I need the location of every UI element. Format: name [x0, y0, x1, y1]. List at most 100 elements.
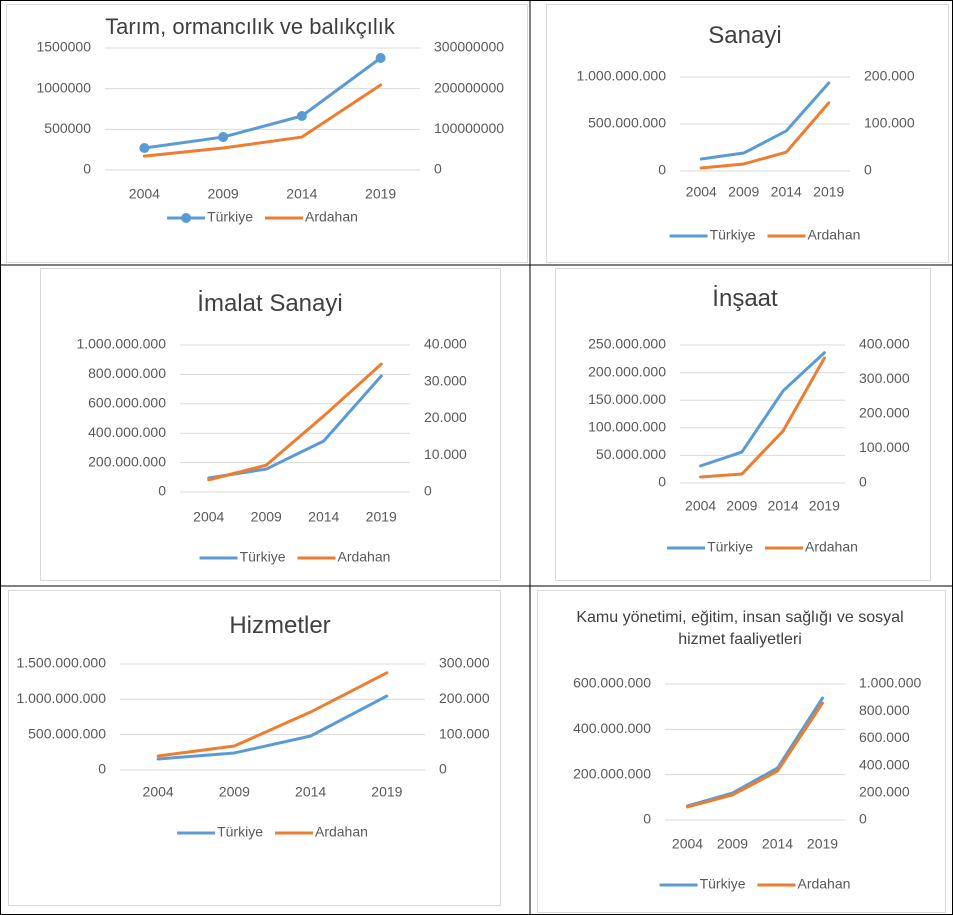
y2-tick-label: 300.000 [439, 655, 490, 671]
y-tick-label: 1.000.000.000 [16, 690, 106, 706]
y-tick-label: 250.000.000 [588, 336, 666, 352]
y2-tick-label: 200.000 [859, 405, 910, 421]
y-tick-label: 50.000.000 [596, 446, 666, 462]
y-tick-label: 1000000 [36, 79, 91, 95]
x-tick-label: 2009 [251, 509, 282, 525]
x-tick-label: 2009 [219, 784, 250, 800]
y2-tick-label: 0 [864, 162, 872, 178]
legend-label: Türkiye [217, 824, 263, 840]
legend-label: Türkiye [700, 876, 746, 892]
y2-tick-label: 300.000 [859, 370, 910, 386]
data-line [156, 694, 389, 761]
y2-tick-label: 0 [424, 483, 432, 499]
data-line [699, 351, 826, 468]
y2-tick-label: 800.000 [859, 702, 910, 718]
y2-tick-label: 200.000 [859, 784, 910, 800]
legend-label: Ardahan [315, 824, 368, 840]
y2-tick-label: 200.000 [439, 690, 490, 706]
y-tick-label: 0 [83, 161, 91, 177]
y2-tick-label: 40.000 [424, 336, 467, 352]
y2-tick-label: 0 [434, 161, 442, 177]
data-line [699, 101, 831, 170]
y-tick-label: 200.000.000 [573, 765, 651, 781]
y2-tick-label: 600.000 [859, 729, 910, 745]
y2-tick-label: 100.000 [864, 115, 915, 131]
data-line [699, 356, 826, 479]
chart-frame [537, 590, 946, 913]
y-tick-label: 1500000 [36, 39, 91, 55]
data-point [218, 132, 229, 143]
y-tick-label: 800.000.000 [88, 365, 166, 381]
chart-frame [8, 590, 501, 906]
y-tick-label: 600.000.000 [88, 395, 166, 411]
y-tick-label: 500000 [44, 120, 91, 136]
y-tick-label: 500.000.000 [28, 725, 106, 741]
data-line [142, 56, 383, 150]
y2-tick-label: 100.000 [859, 439, 910, 455]
chart-title: Kamu yönetimi, eğitim, insan sağlığı ve … [576, 609, 904, 648]
x-tick-label: 2014 [308, 509, 339, 525]
chart-frame [555, 268, 931, 581]
chart-title: Hizmetler [229, 612, 331, 639]
chart-title: İmalat Sanayi [197, 290, 343, 317]
y2-tick-label: 400.000 [859, 336, 910, 352]
data-point [296, 110, 307, 121]
chart-title: Sanayi [708, 22, 782, 49]
data-line [699, 81, 831, 161]
x-tick-label: 2009 [726, 498, 757, 514]
y2-tick-label: 0 [859, 811, 867, 827]
data-line [686, 696, 824, 808]
legend-label: Türkiye [707, 539, 753, 555]
y-tick-label: 1.000.000.000 [576, 68, 666, 84]
y-tick-label: 0 [658, 474, 666, 490]
y-tick-label: 0 [658, 162, 666, 178]
chart-frame [6, 4, 528, 263]
data-line [686, 701, 824, 809]
y2-tick-label: 100000000 [434, 120, 504, 136]
y-tick-label: 1.000.000.000 [76, 336, 166, 352]
data-line [142, 83, 383, 158]
chart-frame [546, 4, 949, 263]
legend-label: Ardahan [305, 209, 358, 225]
x-tick-label: 2014 [768, 498, 799, 514]
x-tick-label: 2009 [208, 186, 239, 202]
x-tick-label: 2004 [686, 184, 717, 200]
x-tick-label: 2019 [807, 836, 838, 852]
legend-label: Türkiye [710, 227, 756, 243]
y2-tick-label: 0 [439, 761, 447, 777]
data-point [139, 143, 150, 154]
legend-label: Ardahan [797, 876, 850, 892]
x-tick-label: 2004 [143, 784, 174, 800]
y2-tick-label: 20.000 [424, 409, 467, 425]
legend-label: Ardahan [337, 549, 390, 565]
y2-tick-label: 1.000.000 [859, 675, 921, 691]
x-tick-label: 2014 [295, 784, 326, 800]
legend-label: Türkiye [240, 549, 286, 565]
x-tick-label: 2014 [286, 186, 317, 202]
x-tick-label: 2014 [762, 836, 793, 852]
x-tick-label: 2009 [717, 836, 748, 852]
y2-tick-label: 10.000 [424, 446, 467, 462]
y-tick-label: 500.000.000 [588, 115, 666, 131]
x-tick-label: 2004 [129, 186, 160, 202]
data-point [375, 53, 386, 64]
y2-tick-label: 200000000 [434, 79, 504, 95]
x-tick-label: 2019 [809, 498, 840, 514]
y2-tick-label: 0 [859, 474, 867, 490]
y-tick-label: 200.000.000 [88, 453, 166, 469]
y-tick-label: 600.000.000 [573, 675, 651, 691]
legend-marker [181, 213, 192, 223]
chart-title: İnşaat [712, 285, 778, 312]
x-tick-label: 2004 [685, 498, 716, 514]
y2-tick-label: 300000000 [434, 39, 504, 55]
y-tick-label: 1.500.000.000 [16, 655, 106, 671]
x-tick-label: 2019 [813, 184, 844, 200]
y2-tick-label: 400.000 [859, 756, 910, 772]
x-tick-label: 2004 [193, 509, 224, 525]
y-tick-label: 0 [643, 811, 651, 827]
y-tick-label: 150.000.000 [588, 391, 666, 407]
y-tick-label: 400.000.000 [88, 424, 166, 440]
chart-frame [40, 268, 501, 581]
